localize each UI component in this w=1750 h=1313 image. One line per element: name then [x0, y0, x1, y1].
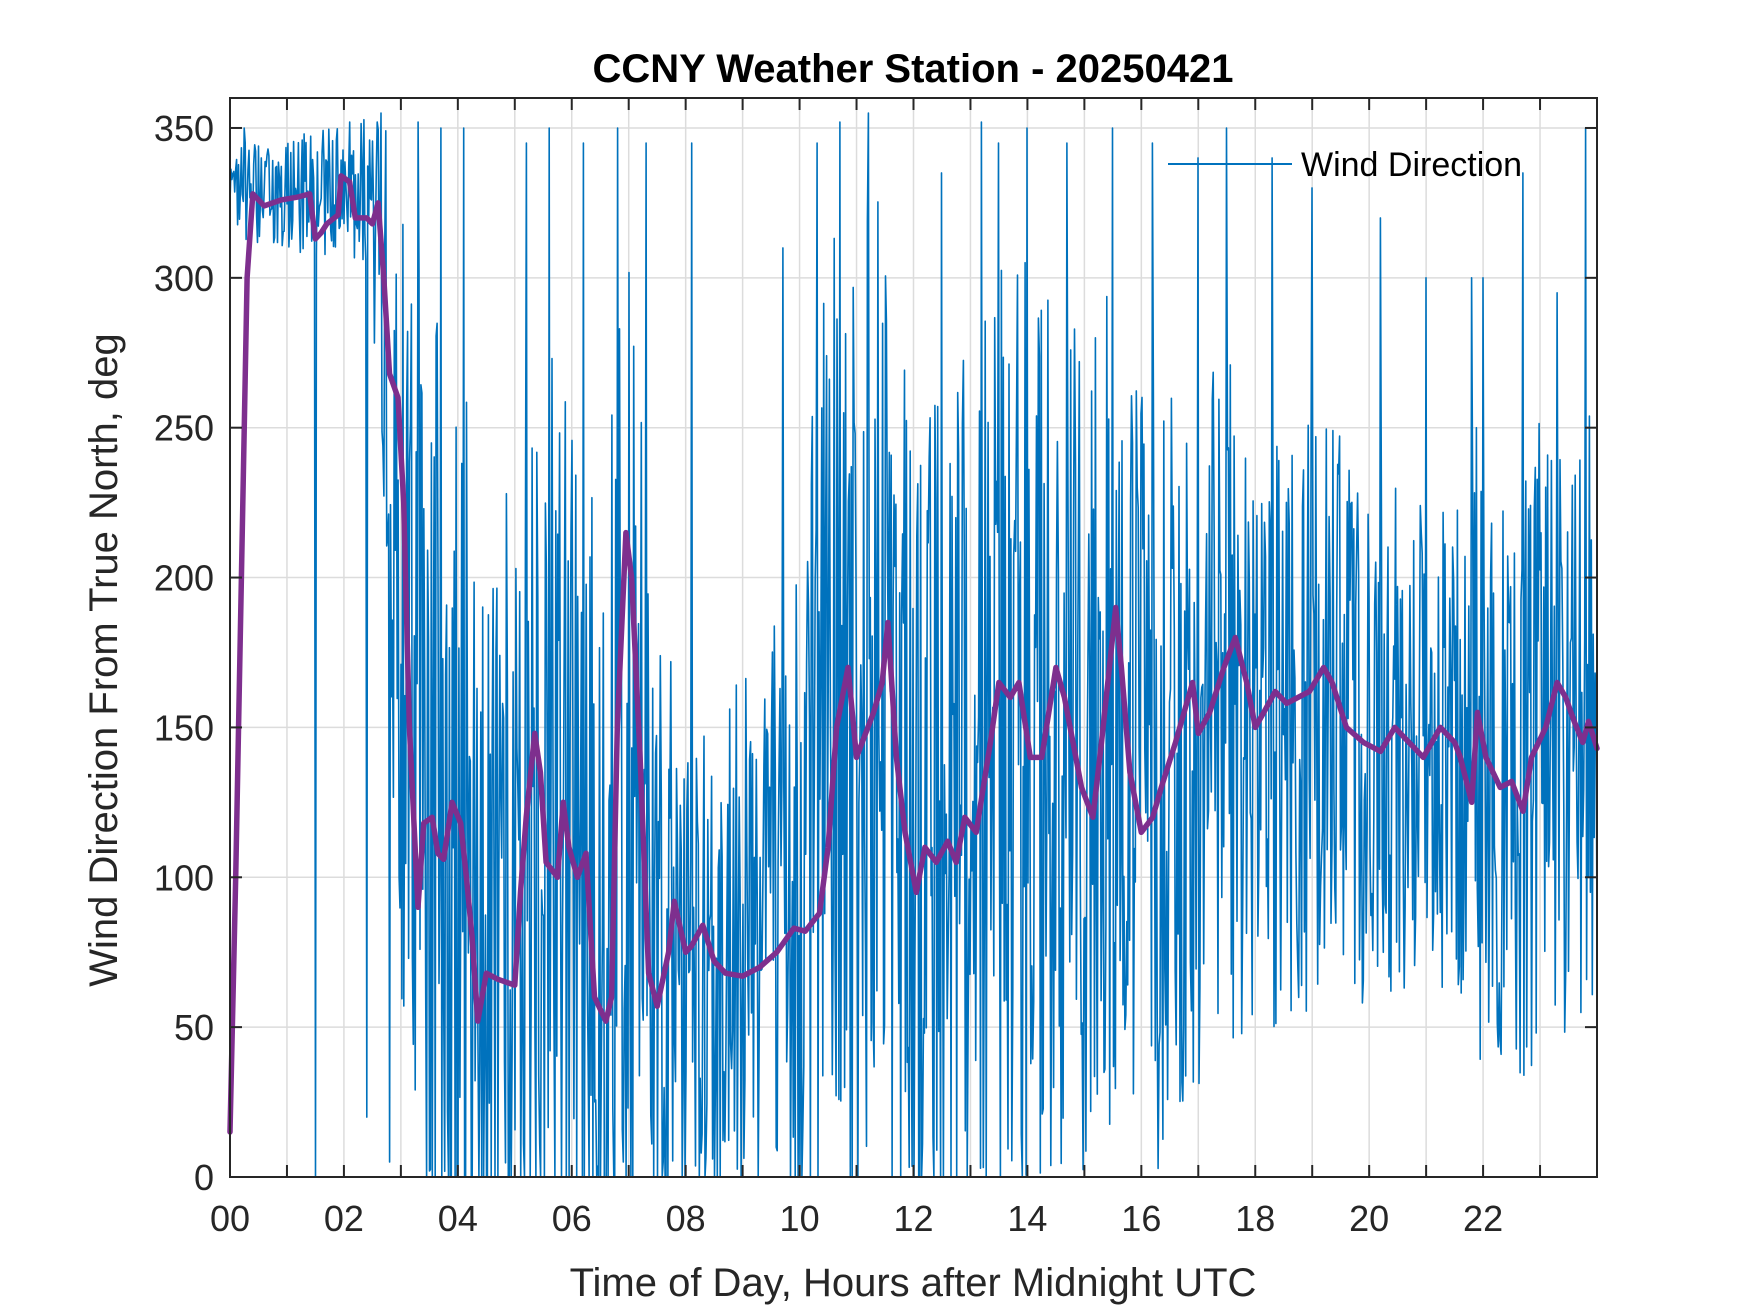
x-tick-label: 14 — [1007, 1198, 1047, 1239]
y-tick-label: 350 — [154, 108, 214, 149]
y-tick-label: 50 — [174, 1007, 214, 1048]
y-tick-label: 200 — [154, 558, 214, 599]
x-tick-label: 10 — [780, 1198, 820, 1239]
x-tick-label: 12 — [893, 1198, 933, 1239]
x-tick-label: 18 — [1235, 1198, 1275, 1239]
y-tick-labels: 0 50 100 150 200 250 300 350 — [154, 108, 214, 1198]
x-tick-label: 20 — [1349, 1198, 1389, 1239]
x-tick-label: 02 — [324, 1198, 364, 1239]
smoothed-line — [227, 173, 1600, 1135]
x-tick-label: 22 — [1463, 1198, 1503, 1239]
chart-title: CCNY Weather Station - 20250421 — [593, 47, 1234, 91]
x-tick-label: 06 — [552, 1198, 592, 1239]
y-tick-label: 150 — [154, 707, 214, 748]
y-tick-label: 100 — [154, 857, 214, 898]
axes — [229, 97, 1598, 1178]
x-tick-label: 16 — [1121, 1198, 1161, 1239]
legend: Wind Direction — [1168, 146, 1522, 184]
x-tick-label: 08 — [666, 1198, 706, 1239]
legend-entry-wind-direction: Wind Direction — [1301, 146, 1522, 184]
y-tick-label: 0 — [194, 1157, 214, 1198]
x-tick-label: 00 — [210, 1198, 250, 1239]
smoothed-series — [227, 173, 1600, 1135]
y-tick-label: 250 — [154, 408, 214, 449]
x-axis-label: Time of Day, Hours after Midnight UTC — [570, 1261, 1257, 1305]
y-tick-label: 300 — [154, 258, 214, 299]
y-axis-label: Wind Direction From True North, deg — [82, 333, 126, 987]
x-tick-label: 04 — [438, 1198, 478, 1239]
x-tick-labels: 00 02 04 06 08 10 12 14 16 18 20 22 — [210, 1198, 1503, 1239]
